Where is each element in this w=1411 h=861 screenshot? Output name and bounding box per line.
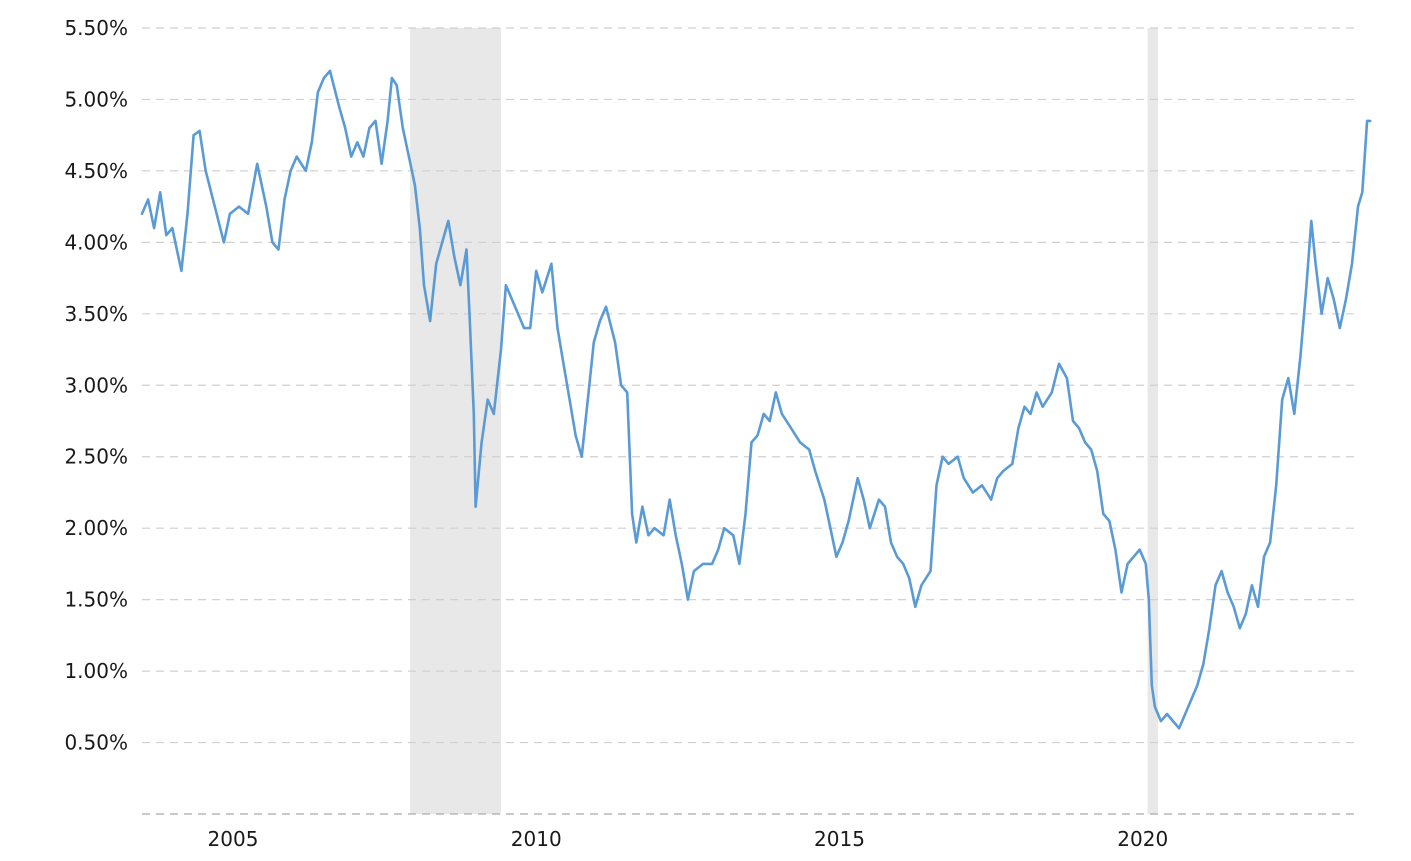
x-tick-label: 2010 — [511, 827, 562, 851]
y-tick-label: 1.00% — [64, 659, 128, 683]
y-tick-label: 1.50% — [64, 588, 128, 612]
y-tick-label: 2.00% — [64, 516, 128, 540]
y-tick-label: 4.50% — [64, 159, 128, 183]
y-tick-label: 3.50% — [64, 302, 128, 326]
y-tick-label: 4.00% — [64, 230, 128, 254]
series-line-1 — [140, 69, 1372, 730]
recession-band-1 — [410, 28, 502, 814]
gridlines — [142, 27, 1355, 815]
y-tick-label: 5.00% — [64, 87, 128, 111]
y-tick-label: 0.50% — [64, 731, 128, 755]
x-tick-label: 2005 — [208, 827, 259, 851]
recession-bands — [410, 28, 1158, 814]
y-tick-label: 2.50% — [64, 445, 128, 469]
x-axis: 2005 2010 2015 2020 — [208, 827, 1169, 851]
x-tick-label: 2020 — [1117, 827, 1168, 851]
x-tick-label: 2015 — [814, 827, 865, 851]
y-axis: 0.50% 1.00% 1.50% 2.00% 2.50% 3.00% 3.50% 4.00%… — [64, 16, 128, 755]
recession-band-2 — [1147, 28, 1158, 814]
y-tick-label: 3.00% — [64, 373, 128, 397]
y-tick-label: 5.50% — [64, 16, 128, 40]
series-layer — [140, 69, 1372, 730]
